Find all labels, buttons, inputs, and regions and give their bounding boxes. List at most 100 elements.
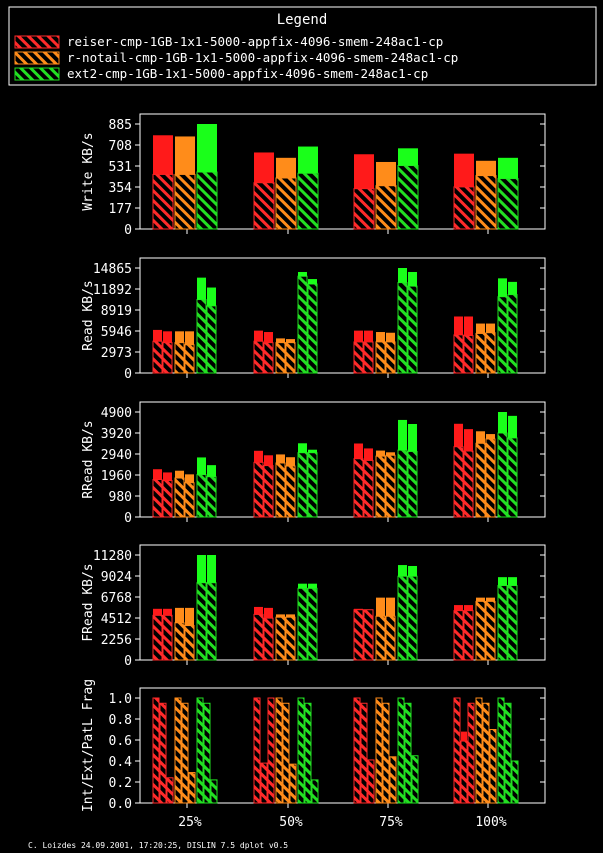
y-tick-label: 980 (109, 490, 132, 505)
bar-hatched-int-ext-patl-frag-3-2-2 (511, 760, 519, 804)
bar-hatched-fread-kb-s-1-1-0 (275, 616, 286, 661)
bar-hatched-write-kb-s-2-0-0 (353, 188, 375, 230)
bar-solid-rread-kb-s-2-2-0 (398, 419, 407, 451)
bar-hatched-rread-kb-s-3-0-1 (463, 450, 474, 518)
bar-hatched-read-kb-s-1-1-1 (285, 342, 296, 374)
bar-hatched-read-kb-s-1-2-0 (297, 275, 308, 374)
y-tick-label: 531 (109, 160, 132, 175)
legend-title: Legend (277, 12, 328, 28)
y-tick-label: 0 (124, 367, 132, 382)
bar-hatched-int-ext-patl-frag-3-1-1 (482, 702, 490, 804)
bar-hatched-int-ext-patl-frag-1-2-2 (311, 779, 319, 804)
bar-hatched-read-kb-s-1-0-0 (253, 340, 264, 374)
y-axis-label: Write KB/s (81, 132, 96, 210)
bar-solid-rread-kb-s-2-0-0 (354, 443, 363, 459)
bar-solid-fread-kb-s-1-2-0 (298, 583, 307, 589)
bar-solid-write-kb-s-1-1-0 (276, 157, 296, 178)
bar-hatched-fread-kb-s-0-1-1 (184, 625, 195, 661)
bar-solid-write-kb-s-3-1-0 (476, 160, 496, 176)
plot-frame (139, 401, 546, 518)
bar-solid-write-kb-s-3-2-0 (498, 157, 518, 179)
bar-hatched-read-kb-s-0-1-0 (174, 342, 185, 374)
bar-solid-read-kb-s-3-1-0 (476, 323, 485, 334)
y-tick-label: 0.2 (109, 776, 132, 791)
bar-solid-fread-kb-s-0-2-1 (207, 555, 216, 583)
bar-solid-fread-kb-s-3-0-0 (454, 605, 463, 611)
bar-solid-fread-kb-s-1-1-1 (286, 614, 295, 618)
y-tick-label: 6768 (101, 591, 132, 606)
bar-hatched-fread-kb-s-0-0-1 (162, 614, 173, 661)
bar-hatched-int-ext-patl-frag-1-2-0 (297, 697, 305, 804)
bar-hatched-read-kb-s-0-2-0 (196, 299, 207, 374)
bar-solid-fread-kb-s-2-1-1 (386, 597, 395, 617)
bar-hatched-fread-kb-s-1-1-1 (285, 616, 296, 661)
bar-hatched-rread-kb-s-2-2-0 (397, 449, 408, 518)
bar-solid-write-kb-s-2-1-0 (376, 161, 396, 186)
bar-solid-rread-kb-s-1-0-1 (264, 455, 273, 466)
panel-int-ext-patl-frag: 1.0 0.8 0.6 0.4 0.2 0.0 Int/Ext/PatL Frag (81, 679, 546, 812)
bar-hatched-fread-kb-s-3-0-0 (453, 610, 464, 661)
bar-hatched-fread-kb-s-2-2-0 (397, 575, 408, 661)
bar-hatched-fread-kb-s-3-0-1 (463, 610, 474, 661)
bar-hatched-rread-kb-s-0-1-1 (184, 482, 195, 518)
bar-hatched-int-ext-patl-frag-0-1-0 (174, 697, 182, 804)
bar-hatched-rread-kb-s-0-1-0 (174, 477, 185, 518)
footer-credit: C. Loizdes 24.09.2001, 17:20:25, DISLIN … (28, 841, 288, 850)
y-tick-label: 4512 (101, 612, 132, 627)
y-tick-label: 14865 (93, 262, 132, 277)
bar-hatched-read-kb-s-1-1-0 (275, 342, 286, 374)
bar-solid-rread-kb-s-3-0-1 (464, 429, 473, 451)
bar-solid-fread-kb-s-2-2-1 (408, 565, 417, 577)
y-tick-label: 2256 (101, 633, 132, 648)
bar-hatched-fread-kb-s-1-0-1 (263, 617, 274, 661)
bar-hatched-read-kb-s-3-0-1 (463, 335, 474, 374)
plot-frame (139, 257, 546, 374)
x-label-75pct: 75% (379, 815, 403, 830)
y-axis-label: RRead KB/s (81, 420, 96, 498)
bar-solid-fread-kb-s-0-1-0 (175, 607, 184, 623)
bar-solid-fread-kb-s-0-0-0 (153, 608, 162, 616)
bar-solid-rread-kb-s-3-2-1 (508, 415, 517, 438)
y-tick-label: 1.0 (109, 692, 132, 707)
bar-solid-read-kb-s-2-1-0 (376, 332, 385, 342)
legend-swatch-2 (14, 67, 60, 81)
bar-solid-write-kb-s-0-2-0 (197, 124, 217, 173)
bar-solid-write-kb-s-1-0-0 (254, 152, 274, 183)
legend-swatch-0 (14, 35, 60, 49)
bar-hatched-rread-kb-s-1-0-0 (253, 461, 264, 518)
bar-solid-write-kb-s-0-0-0 (153, 135, 173, 175)
bar-solid-write-kb-s-0-1-0 (175, 136, 195, 175)
bar-hatched-int-ext-patl-frag-1-0-0 (253, 697, 261, 804)
bar-solid-rread-kb-s-1-2-0 (298, 443, 307, 453)
bar-hatched-fread-kb-s-0-0-0 (152, 614, 163, 661)
bar-hatched-write-kb-s-0-0-0 (152, 173, 174, 230)
bar-solid-fread-kb-s-1-0-0 (254, 606, 263, 615)
bar-solid-fread-kb-s-2-2-0 (398, 565, 407, 577)
bar-hatched-write-kb-s-3-1-0 (475, 175, 497, 230)
bar-hatched-write-kb-s-0-1-0 (174, 173, 196, 230)
bar-hatched-int-ext-patl-frag-3-2-0 (497, 697, 505, 804)
bar-hatched-int-ext-patl-frag-0-0-2 (166, 777, 174, 804)
y-tick-label: 0.6 (109, 734, 132, 749)
bar-hatched-int-ext-patl-frag-0-1-1 (181, 702, 189, 804)
bar-hatched-read-kb-s-2-2-1 (407, 285, 418, 374)
bar-hatched-read-kb-s-0-0-0 (152, 340, 163, 374)
bar-solid-read-kb-s-2-2-0 (398, 268, 407, 283)
bar-hatched-rread-kb-s-1-2-1 (307, 452, 318, 518)
bar-solid-read-kb-s-3-0-1 (464, 316, 473, 336)
bar-hatched-read-kb-s-0-0-1 (162, 342, 173, 374)
bar-hatched-int-ext-patl-frag-0-0-0 (152, 697, 160, 804)
bar-hatched-rread-kb-s-3-1-1 (485, 438, 496, 518)
legend-label-2: ext2-cmp-1GB-1x1-5000-appfix-4096-smem-2… (67, 66, 428, 81)
bar-solid-read-kb-s-3-2-1 (508, 281, 517, 295)
bar-solid-rread-kb-s-0-1-1 (185, 474, 194, 483)
y-tick-label: 354 (109, 181, 133, 196)
bar-hatched-read-kb-s-2-0-0 (353, 341, 364, 374)
y-tick-label: 8919 (101, 304, 132, 319)
bar-hatched-int-ext-patl-frag-2-2-1 (404, 702, 412, 804)
bar-hatched-int-ext-patl-frag-1-0-2 (267, 697, 275, 804)
bar-hatched-int-ext-patl-frag-0-2-0 (196, 697, 204, 804)
bar-hatched-int-ext-patl-frag-3-1-0 (475, 697, 483, 804)
bar-solid-rread-kb-s-2-2-1 (408, 424, 417, 452)
